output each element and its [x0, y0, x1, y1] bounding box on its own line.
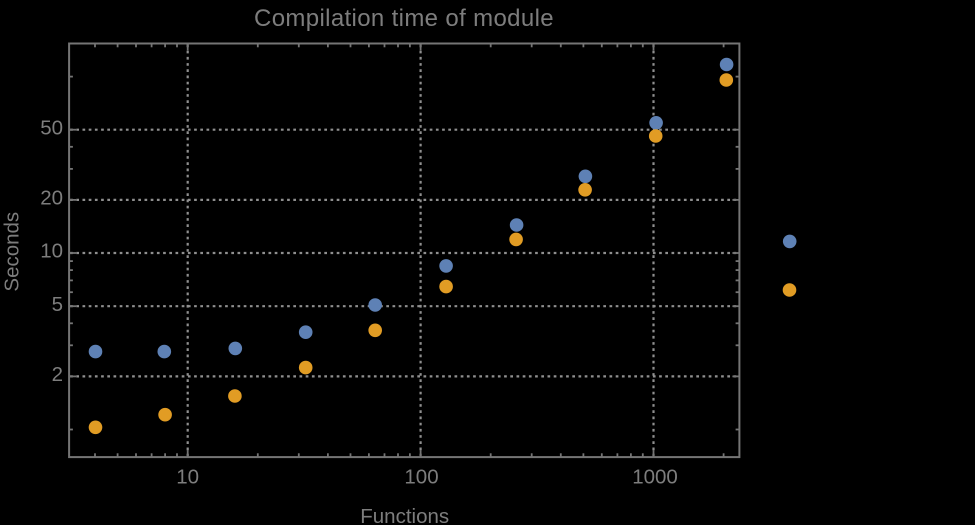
- svg-text:Functions: Functions: [360, 505, 449, 525]
- svg-text:10: 10: [40, 240, 63, 263]
- svg-text:2: 2: [52, 363, 63, 386]
- svg-text:100: 100: [404, 465, 438, 488]
- svg-text:Compilation time of module: Compilation time of module: [254, 5, 554, 32]
- svg-text:5: 5: [52, 293, 63, 316]
- svg-text:10: 10: [176, 465, 199, 488]
- svg-text:50: 50: [40, 116, 63, 139]
- svg-text:Seconds: Seconds: [1, 212, 24, 292]
- svg-text:20: 20: [40, 187, 63, 210]
- svg-text:1000: 1000: [632, 465, 678, 488]
